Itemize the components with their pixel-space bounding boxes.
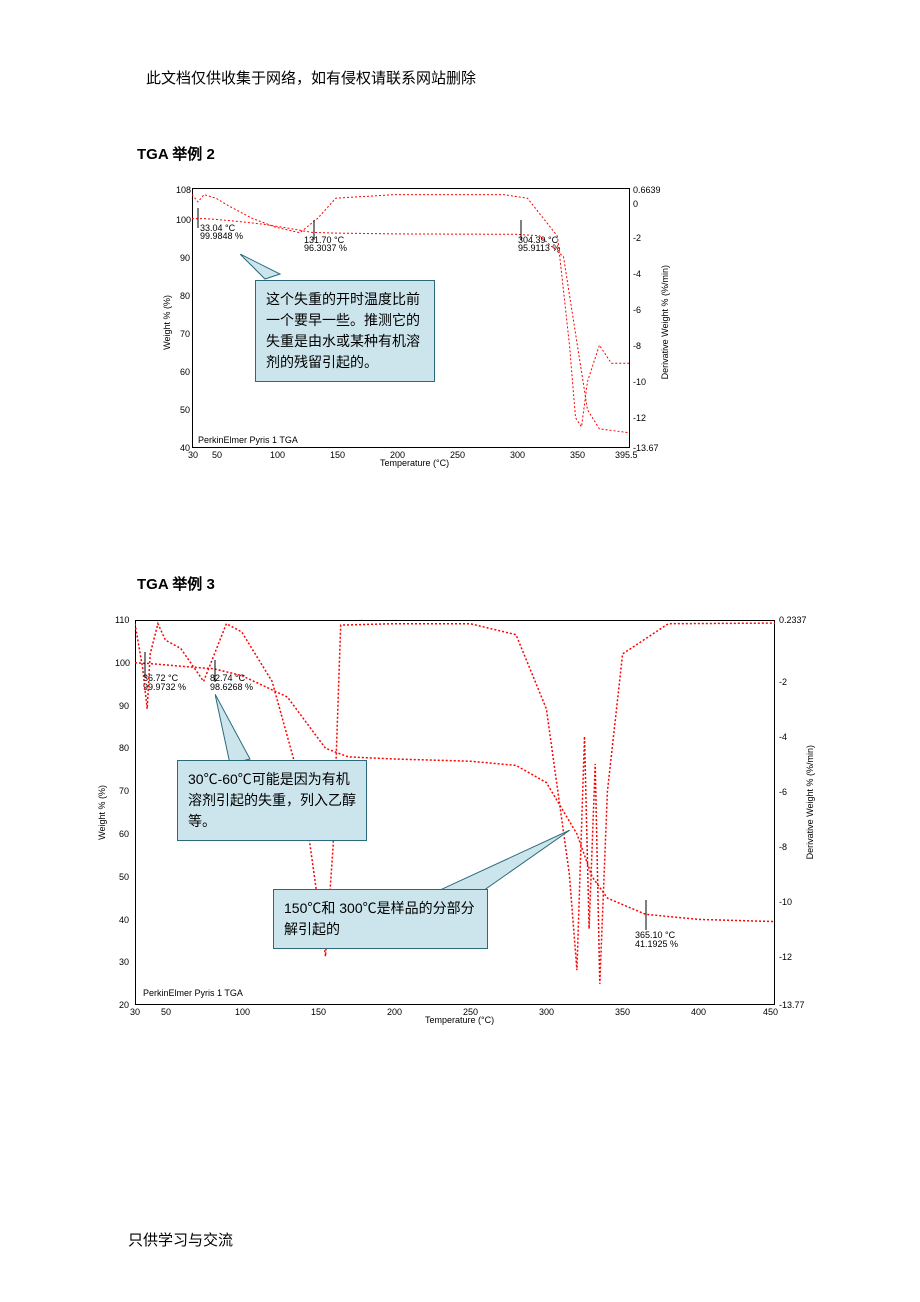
x-tick: 30 — [188, 450, 198, 460]
yr-tick: -8 — [633, 341, 641, 351]
yr-tick: -2 — [779, 677, 787, 687]
yr-tick: 0.6639 — [633, 185, 661, 195]
x-tick: 100 — [270, 450, 285, 460]
yr-tick: -10 — [633, 377, 646, 387]
header-text: 此文档仅供收集于网络，如有侵权请联系网站删除 — [146, 67, 476, 88]
chart2-ylabel-right: Derivative Weight % (%/min) — [805, 745, 815, 859]
yl-tick: 70 — [180, 329, 190, 339]
chart2-callout1: 30℃-60℃可能是因为有机溶剂引起的失重，列入乙醇等。 — [177, 760, 367, 841]
chart1-title: TGA 举例 2 — [137, 143, 215, 164]
x-tick: 300 — [510, 450, 525, 460]
chart2-xlabel: Temperature (°C) — [425, 1015, 494, 1025]
yr-tick: 0.2337 — [779, 615, 807, 625]
chart2-ylabel-left: Weight % (%) — [97, 785, 107, 840]
x-tick: 400 — [691, 1007, 706, 1017]
x-tick: 395.5 — [615, 450, 638, 460]
chart1-ylabel-left: Weight % (%) — [162, 295, 172, 350]
yl-tick: 50 — [119, 872, 129, 882]
yr-tick: -13.77 — [779, 1000, 805, 1010]
x-tick: 50 — [212, 450, 222, 460]
yr-tick: -8 — [779, 842, 787, 852]
x-tick: 150 — [330, 450, 345, 460]
x-tick: 350 — [615, 1007, 630, 1017]
x-tick: 300 — [539, 1007, 554, 1017]
yl-tick: 20 — [119, 1000, 129, 1010]
yl-tick: 100 — [176, 215, 191, 225]
yr-tick: -6 — [779, 787, 787, 797]
chart1-xlabel: Temperature (°C) — [380, 458, 449, 468]
x-tick: 30 — [130, 1007, 140, 1017]
yr-tick: -12 — [633, 413, 646, 423]
yl-tick: 70 — [119, 786, 129, 796]
yl-tick: 80 — [180, 291, 190, 301]
x-tick: 450 — [763, 1007, 778, 1017]
yr-tick: -6 — [633, 305, 641, 315]
footer-text: 只供学习与交流 — [128, 1229, 233, 1250]
chart1-callout: 这个失重的开时温度比前一个要早一些。推测它的失重是由水或某种有机溶剂的残留引起的… — [255, 280, 435, 382]
yr-tick: -2 — [633, 233, 641, 243]
chart2-callout2: 150℃和 300℃是样品的分部分解引起的 — [273, 889, 488, 949]
yr-tick: -4 — [779, 732, 787, 742]
yl-tick: 40 — [119, 915, 129, 925]
yl-tick: 60 — [180, 367, 190, 377]
yl-tick: 90 — [180, 253, 190, 263]
yr-tick: 0 — [633, 199, 638, 209]
yr-tick: -10 — [779, 897, 792, 907]
x-tick: 50 — [161, 1007, 171, 1017]
yl-tick: 100 — [115, 658, 130, 668]
x-tick: 250 — [450, 450, 465, 460]
chart1-ylabel-right: Derivative Weight % (%/min) — [660, 265, 670, 379]
yl-tick: 108 — [176, 185, 191, 195]
yl-tick: 30 — [119, 957, 129, 967]
yl-tick: 80 — [119, 743, 129, 753]
chart2-title: TGA 举例 3 — [137, 573, 215, 594]
yl-tick: 110 — [115, 615, 129, 625]
x-tick: 350 — [570, 450, 585, 460]
yr-tick: -4 — [633, 269, 641, 279]
yr-tick: -12 — [779, 952, 792, 962]
yl-tick: 50 — [180, 405, 190, 415]
yl-tick: 90 — [119, 701, 129, 711]
x-tick: 200 — [387, 1007, 402, 1017]
x-tick: 150 — [311, 1007, 326, 1017]
x-tick: 100 — [235, 1007, 250, 1017]
yl-tick: 60 — [119, 829, 129, 839]
